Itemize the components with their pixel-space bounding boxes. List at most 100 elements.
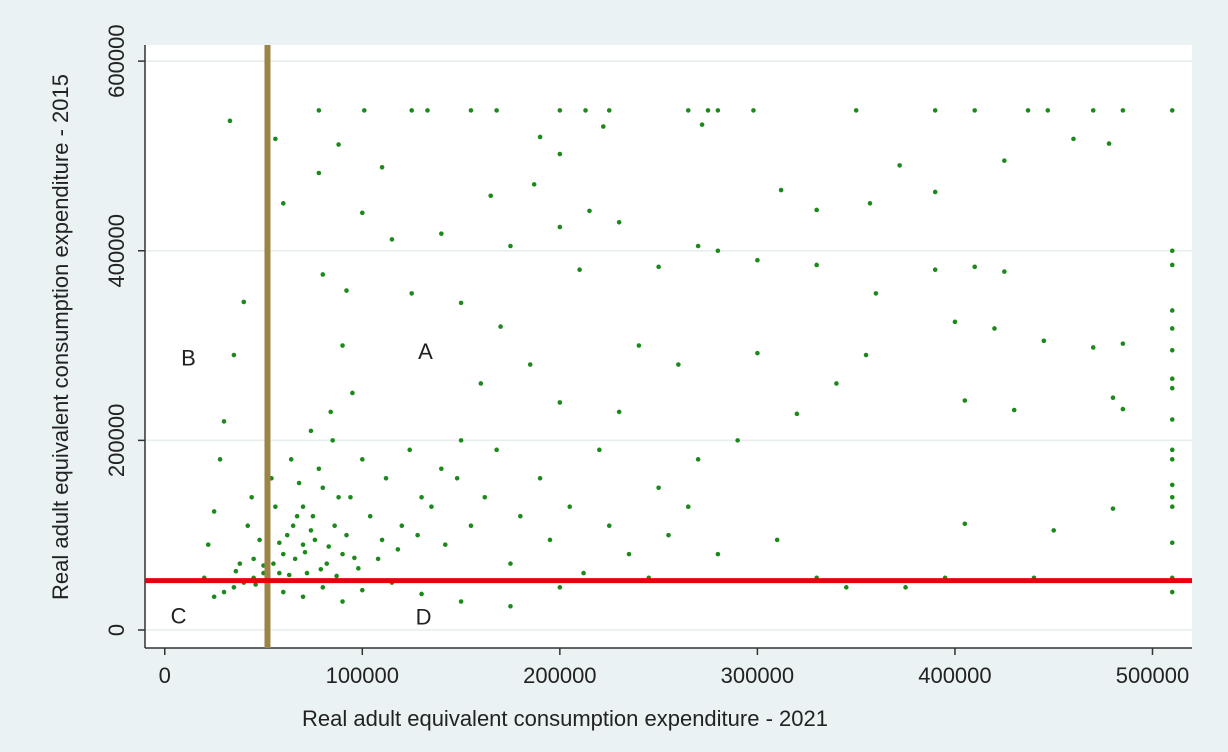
point <box>304 570 310 576</box>
point <box>340 551 345 557</box>
point <box>867 201 873 206</box>
point <box>300 594 306 600</box>
point <box>294 513 300 519</box>
point <box>606 523 612 528</box>
point <box>409 291 414 296</box>
point <box>735 438 740 443</box>
point <box>415 532 420 538</box>
point <box>581 570 586 576</box>
point <box>1045 108 1051 113</box>
point <box>302 549 308 555</box>
point <box>231 585 237 590</box>
point <box>494 108 499 113</box>
point <box>557 108 563 113</box>
point <box>257 537 262 543</box>
point <box>1025 108 1031 113</box>
point <box>751 108 756 113</box>
point <box>227 118 233 124</box>
point <box>389 237 395 242</box>
point <box>685 504 691 510</box>
point <box>853 108 859 113</box>
point <box>1169 457 1175 462</box>
point <box>221 419 227 424</box>
point <box>962 398 968 403</box>
point <box>419 591 424 597</box>
x-tick-label: 400000 <box>918 663 991 688</box>
point <box>557 224 563 230</box>
point <box>316 108 322 113</box>
point <box>932 267 938 273</box>
point <box>454 475 460 481</box>
point <box>1120 108 1126 113</box>
point <box>395 547 401 552</box>
point <box>336 142 341 147</box>
point <box>1169 589 1175 595</box>
point <box>1090 345 1096 350</box>
point <box>348 494 353 500</box>
point <box>399 523 405 528</box>
point <box>962 521 968 527</box>
point <box>284 532 290 538</box>
x-tick-label: 100000 <box>326 663 399 688</box>
point <box>308 528 314 533</box>
point <box>356 566 361 571</box>
point <box>715 248 721 254</box>
quadrant-label: D <box>416 604 432 629</box>
point <box>237 561 243 566</box>
point <box>583 108 588 113</box>
point <box>211 594 217 600</box>
point <box>873 291 879 296</box>
quadrant-label: B <box>181 346 196 371</box>
point <box>778 187 784 193</box>
point <box>419 494 424 500</box>
quadrant-label: A <box>418 339 433 364</box>
point <box>1106 141 1112 146</box>
point <box>531 182 537 187</box>
point <box>557 151 563 157</box>
point <box>277 540 282 546</box>
point <box>318 567 324 572</box>
point <box>601 124 606 129</box>
point <box>336 494 341 500</box>
point <box>972 264 977 270</box>
point <box>273 504 278 510</box>
point <box>375 556 381 562</box>
point <box>286 572 292 578</box>
point <box>344 288 349 293</box>
point <box>557 585 563 590</box>
point <box>316 170 322 176</box>
point <box>328 409 333 415</box>
point <box>1169 308 1175 313</box>
point <box>253 582 258 587</box>
point <box>1169 447 1175 453</box>
point <box>695 457 701 462</box>
point <box>1120 406 1126 412</box>
x-tick-label: 200000 <box>523 663 596 688</box>
point <box>425 108 430 113</box>
point <box>488 193 494 199</box>
point <box>1120 341 1126 346</box>
point <box>1011 407 1017 413</box>
point <box>843 585 849 590</box>
point <box>320 485 326 491</box>
point <box>379 165 385 170</box>
point <box>597 447 602 453</box>
point <box>273 136 278 142</box>
point <box>705 108 711 113</box>
point <box>1169 417 1175 422</box>
point <box>656 264 661 270</box>
point <box>332 523 337 528</box>
y-tick-label: 0 <box>104 624 129 636</box>
point <box>1169 385 1175 391</box>
point <box>211 509 217 514</box>
point <box>494 447 499 453</box>
point <box>952 319 958 325</box>
point <box>205 542 211 547</box>
point <box>498 324 503 329</box>
point <box>300 542 306 547</box>
x-tick-label: 500000 <box>1116 663 1189 688</box>
point <box>932 189 938 195</box>
point <box>458 438 464 443</box>
point <box>312 537 318 543</box>
point <box>277 570 282 576</box>
